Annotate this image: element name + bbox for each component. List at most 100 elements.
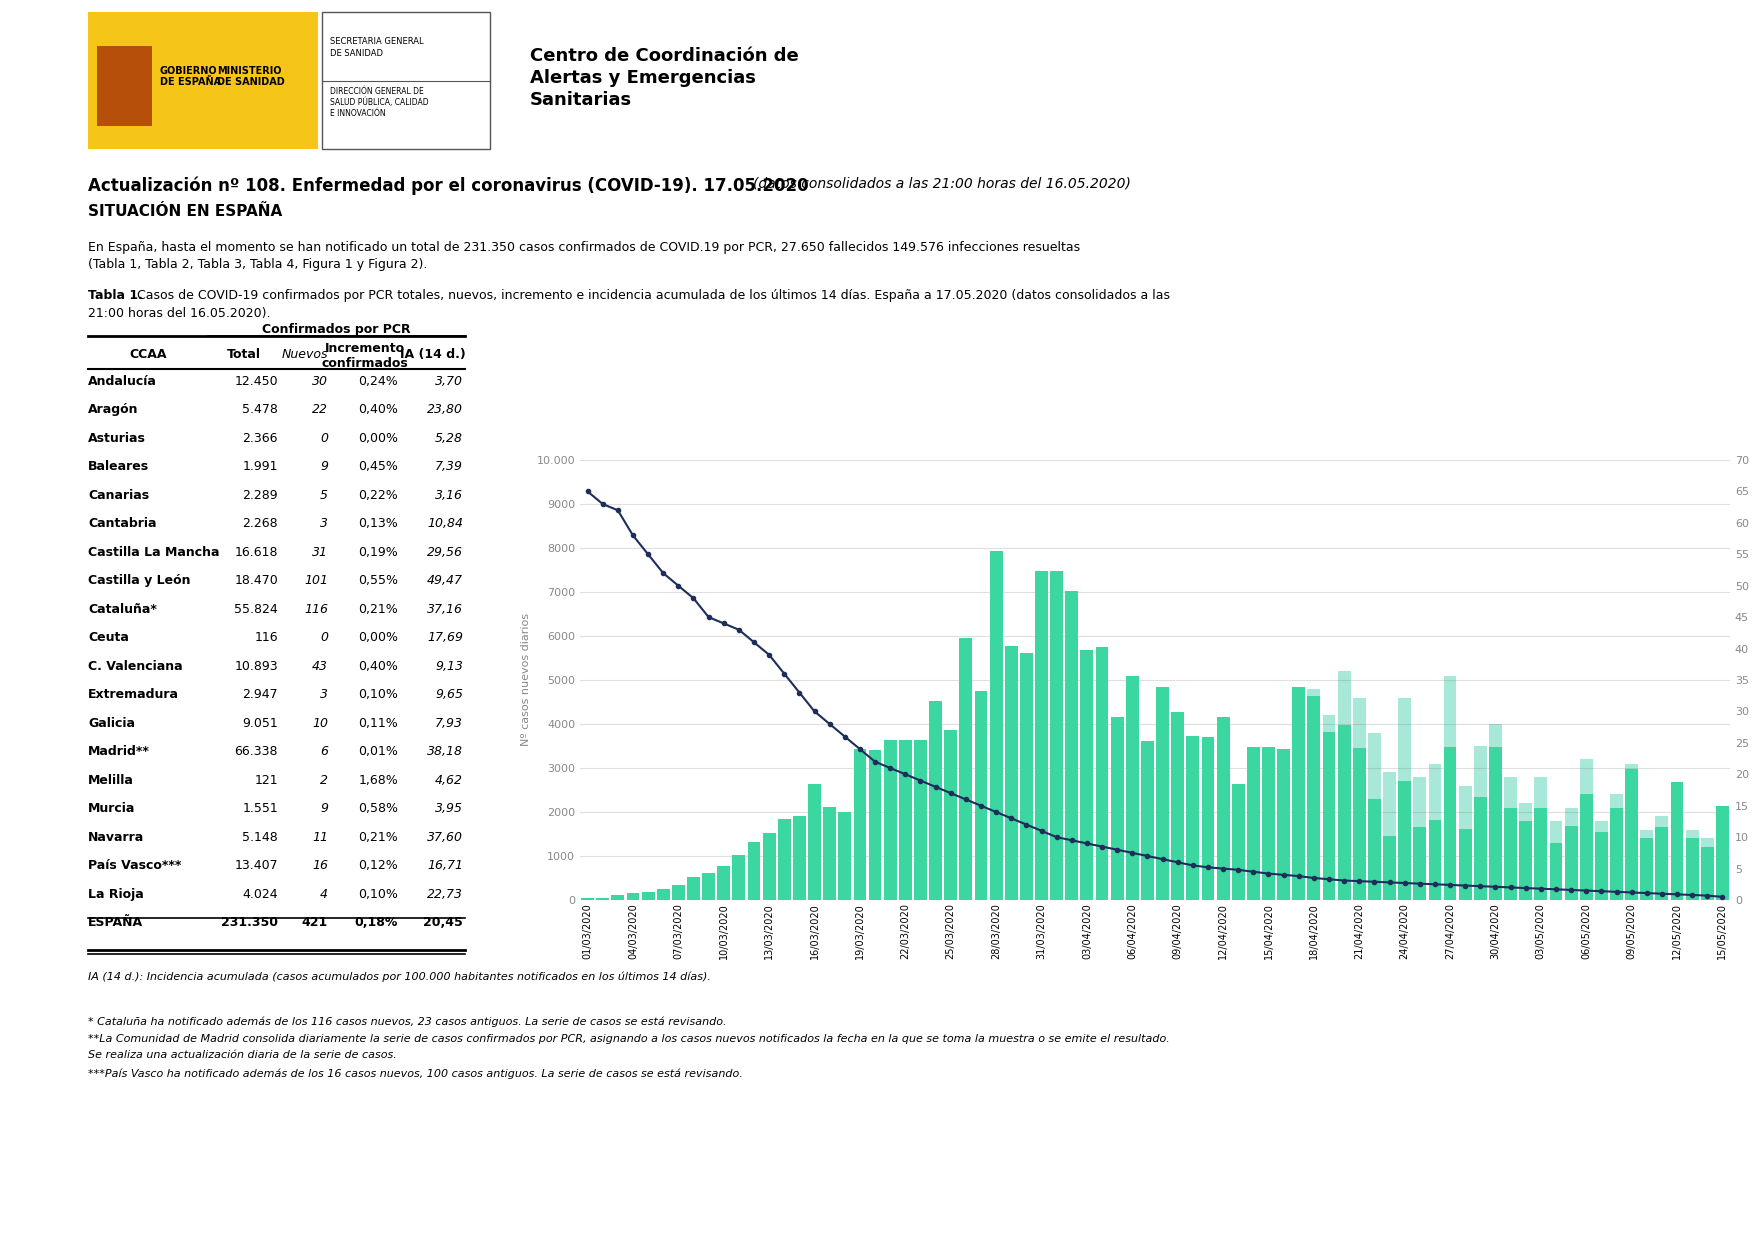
Bar	[1489, 747, 1501, 900]
Bar	[854, 750, 866, 900]
Text: Incremento: Incremento	[324, 341, 405, 355]
Text: GOBIERNO: GOBIERNO	[160, 66, 217, 76]
Bar	[1247, 747, 1259, 900]
Text: Extremadura: Extremadura	[88, 689, 179, 701]
Text: 1.551: 1.551	[242, 802, 277, 815]
Text: Se realiza una actualización diaria de la serie de casos.: Se realiza una actualización diaria de l…	[88, 1050, 396, 1060]
Text: % Incremento diario: % Incremento diario	[610, 614, 731, 627]
Bar	[944, 730, 958, 900]
Text: 0: 0	[319, 632, 328, 644]
Text: 37,16: 37,16	[426, 603, 463, 616]
Text: confirmados: confirmados	[321, 356, 409, 370]
Text: 9: 9	[319, 802, 328, 815]
Bar	[1459, 829, 1472, 900]
Text: IA (14 d.): Incidencia acumulada (casos acumulados por 100.000 habitantes notifi: IA (14 d.): Incidencia acumulada (casos …	[88, 970, 710, 982]
Text: (Tabla 1, Tabla 2, Tabla 3, Tabla 4, Figura 1 y Figura 2).: (Tabla 1, Tabla 2, Tabla 3, Tabla 4, Fig…	[88, 258, 428, 272]
Text: 1,68%: 1,68%	[358, 773, 398, 787]
Text: 0,21%: 0,21%	[358, 830, 398, 844]
Text: 4,62: 4,62	[435, 773, 463, 787]
Text: Canarias: Canarias	[88, 489, 149, 501]
Text: 231.350: 231.350	[221, 916, 277, 930]
Text: Pruebas de anticuerpos positivas: Pruebas de anticuerpos positivas	[1016, 614, 1212, 627]
Text: 17,69: 17,69	[426, 632, 463, 644]
Bar	[1580, 794, 1593, 900]
Bar	[1110, 716, 1124, 900]
Bar	[1610, 808, 1622, 900]
Text: 13.407: 13.407	[235, 859, 277, 872]
Text: 0,45%: 0,45%	[358, 460, 398, 473]
Text: 3,95: 3,95	[435, 802, 463, 815]
Text: Castilla y León: Castilla y León	[88, 575, 191, 587]
Bar	[1428, 763, 1442, 900]
Text: 0,13%: 0,13%	[358, 517, 398, 530]
Bar	[868, 751, 882, 900]
Bar	[1715, 805, 1729, 900]
Text: IA (14 d.): IA (14 d.)	[400, 347, 465, 361]
Bar	[884, 740, 896, 900]
Bar	[1670, 794, 1684, 900]
Bar	[1186, 736, 1200, 900]
Bar	[1414, 777, 1426, 900]
Bar	[733, 855, 745, 900]
Bar	[1459, 786, 1472, 900]
Bar	[1156, 688, 1168, 900]
Bar	[1231, 784, 1245, 900]
Text: 23,80: 23,80	[426, 403, 463, 416]
Bar	[1444, 747, 1456, 900]
Text: 121: 121	[254, 773, 277, 787]
Text: CCAA: CCAA	[130, 347, 167, 361]
Text: Centro de Coordinación de: Centro de Coordinación de	[530, 47, 798, 65]
Text: DE SANIDAD: DE SANIDAD	[217, 77, 284, 87]
Text: 3,16: 3,16	[435, 489, 463, 501]
Text: DIRECCIÓN GENERAL DE: DIRECCIÓN GENERAL DE	[330, 87, 424, 96]
Text: E INNOVACIÓN: E INNOVACIÓN	[330, 109, 386, 118]
Bar	[1444, 675, 1456, 900]
Text: SALUD PÚBLICA, CALIDAD: SALUD PÚBLICA, CALIDAD	[330, 98, 428, 107]
Bar	[1323, 732, 1335, 900]
Text: 2.366: 2.366	[242, 432, 277, 444]
Bar	[1535, 808, 1547, 900]
Text: C. Valenciana: C. Valenciana	[88, 660, 182, 673]
Bar	[1610, 794, 1622, 900]
Bar	[702, 872, 716, 900]
Text: 9,65: 9,65	[435, 689, 463, 701]
Text: Andalucía: Andalucía	[88, 375, 156, 387]
Text: 0,19%: 0,19%	[358, 546, 398, 558]
Text: 9,13: 9,13	[435, 660, 463, 673]
Text: * Cataluña ha notificado además de los 116 casos nuevos, 23 casos antiguos. La s: * Cataluña ha notificado además de los 1…	[88, 1016, 726, 1026]
Bar	[1549, 820, 1563, 900]
Text: Total: Total	[226, 347, 261, 361]
Bar	[1505, 808, 1517, 900]
Bar	[1368, 732, 1380, 900]
Bar	[1398, 781, 1412, 900]
Text: En España, hasta el momento se han notificado un total de 231.350 casos confirma: En España, hasta el momento se han notif…	[88, 241, 1080, 254]
Text: 6: 6	[319, 745, 328, 758]
Bar	[1352, 748, 1366, 900]
Bar	[1656, 828, 1668, 900]
Text: (datos consolidados a las 21:00 horas del 16.05.2020): (datos consolidados a las 21:00 horas de…	[752, 176, 1131, 190]
Bar	[1065, 591, 1079, 900]
Bar	[688, 876, 700, 900]
Bar	[596, 898, 609, 900]
Bar	[1398, 697, 1412, 900]
Text: ***País Vasco ha notificado además de los 16 casos nuevos, 100 casos antiguos. L: ***País Vasco ha notificado además de lo…	[88, 1069, 742, 1078]
Bar	[1519, 820, 1533, 900]
Text: 421: 421	[302, 916, 328, 930]
Text: 22,73: 22,73	[426, 887, 463, 901]
Bar	[1217, 716, 1230, 900]
Text: Asturias: Asturias	[88, 432, 146, 444]
Text: Navarra: Navarra	[88, 830, 144, 844]
Text: 0,11%: 0,11%	[358, 716, 398, 730]
Text: Baleares: Baleares	[88, 460, 149, 473]
Text: 16,71: 16,71	[426, 859, 463, 872]
Text: Tabla 1.: Tabla 1.	[88, 289, 142, 303]
Text: 9: 9	[319, 460, 328, 473]
Bar	[1277, 812, 1289, 900]
Bar	[1293, 746, 1305, 900]
Bar	[1594, 820, 1608, 900]
Bar	[1549, 843, 1563, 900]
Text: Melilla: Melilla	[88, 773, 133, 787]
Text: 16: 16	[312, 859, 328, 872]
Text: 0,01%: 0,01%	[358, 745, 398, 758]
Text: 10,84: 10,84	[426, 517, 463, 530]
